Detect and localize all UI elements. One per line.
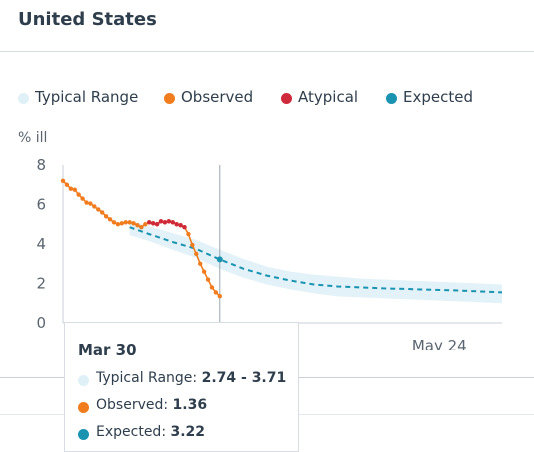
observed-point [88,201,93,206]
observed-point [143,222,148,227]
observed-point [99,210,105,215]
tooltip-date: Mar 30 [78,341,137,359]
atypical-point [154,222,160,227]
expected-dot-icon [78,429,89,440]
atypical-point [147,220,152,225]
observed-point [197,261,203,266]
observed-point [84,200,89,205]
observed-point [209,285,215,290]
observed-point [64,182,70,187]
observed-point [60,178,66,183]
atypical-dot-icon [281,93,292,104]
atypical-point [182,225,187,230]
atypical-point [178,223,183,228]
typical-range-dot-icon [18,93,29,104]
tooltip-label: Expected: [96,424,167,440]
observed-point [111,220,117,225]
y-tick-label: 0 [36,314,46,332]
atypical-point [162,220,168,225]
tooltip-value: 2.74 - 3.71 [201,370,287,386]
page-title: United States [18,9,157,30]
line-chart[interactable]: 0 2 4 6 8 May 24 [0,150,534,350]
atypical-point [158,219,164,224]
atypical-point [166,219,172,224]
tooltip-value: 3.22 [170,424,206,440]
observed-point [76,192,81,197]
legend-label: Typical Range [35,88,139,106]
tooltip-value: 1.36 [172,397,208,413]
observed-point [127,220,132,225]
observed-point [190,242,195,248]
typical-range-band [129,220,503,304]
y-tick-label: 6 [36,196,46,214]
observed-point [80,196,85,201]
y-tick-label: 8 [36,156,46,174]
y-axis-label: % ill [18,130,48,146]
legend-label: Expected [403,88,473,106]
expected-series-line [129,226,503,294]
observed-point [123,220,128,225]
observed-point [119,221,124,226]
observed-point [135,223,140,228]
observed-point [103,214,109,219]
typical-range-dot-icon [78,375,89,386]
atypical-point [170,220,175,225]
observed-point [194,251,199,257]
y-tick-label: 4 [36,235,46,253]
x-tick-label: May 24 [412,337,467,350]
observed-point [92,204,97,209]
atypical-point [174,222,179,227]
observed-point [72,187,77,192]
legend-label: Observed [181,88,254,106]
legend-label: Atypical [298,88,359,106]
observed-point [139,225,144,230]
observed-point [68,186,74,191]
card-header: United States [0,0,534,52]
observed-point [186,231,191,237]
atypical-point [150,221,156,226]
y-tick-label: 2 [36,275,46,293]
observed-point [96,207,101,212]
tooltip-label: Typical Range: [96,370,198,386]
observed-dot-icon [164,93,175,104]
chart-tooltip: Mar 30 Typical Range: 2.74 - 3.71 Observ… [64,322,299,452]
observed-dot-icon [78,402,89,413]
observed-point [217,293,222,299]
tooltip-label: Observed: [96,397,169,413]
observed-point [107,217,113,222]
observed-point [213,290,219,295]
observed-point [115,222,121,227]
observed-point [201,269,207,274]
observed-point [205,277,211,282]
observed-point [131,221,136,226]
expected-dot-icon [386,93,397,104]
expected-hover-point [216,256,223,263]
